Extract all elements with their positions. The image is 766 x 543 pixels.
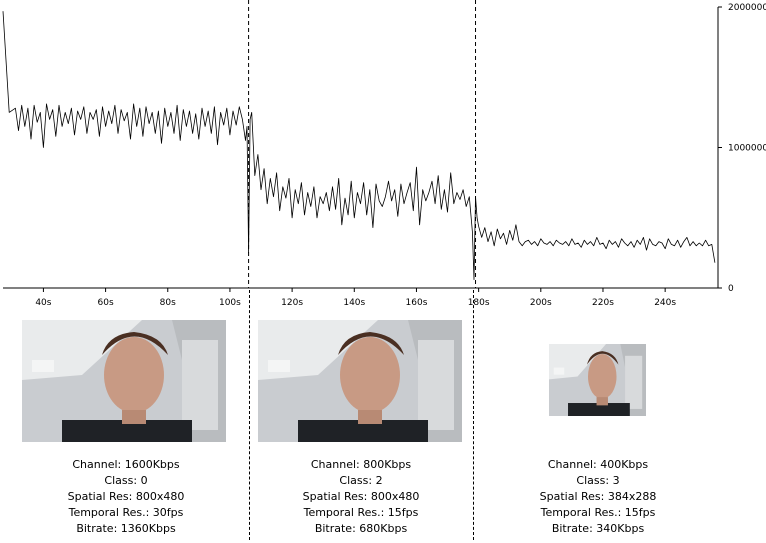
separator-line-1 [249, 290, 250, 540]
video-frame-image [22, 320, 226, 442]
x-tick-label: 160s [406, 298, 428, 308]
x-tick-label: 40s [35, 298, 51, 308]
class-label: Class: 2 [339, 474, 383, 487]
y-tick-label: 0 [728, 284, 734, 294]
spatial-res-label: Spatial Res: 384x288 [539, 490, 657, 503]
x-tick-label: 200s [530, 298, 552, 308]
phase-markers [248, 0, 477, 288]
y-tick-label: 1000000 [728, 144, 766, 154]
x-tick-label: 180s [468, 298, 490, 308]
video-frame-image [258, 320, 462, 442]
panel-caption: Channel: 800Kbps Class: 2 Spatial Res: 8… [246, 457, 476, 537]
temporal-res-label: Temporal Res.: 15fps [303, 506, 419, 519]
panel-caption: Channel: 400Kbps Class: 3 Spatial Res: 3… [483, 457, 713, 537]
spatial-res-label: Spatial Res: 800x480 [302, 490, 420, 503]
x-tick-label: 60s [98, 298, 114, 308]
class-label: Class: 3 [576, 474, 620, 487]
x-tick-label: 140s [343, 298, 365, 308]
bitrate-series [2, 11, 716, 281]
temporal-res-label: Temporal Res.: 15fps [540, 506, 656, 519]
panel-class-2: Channel: 800Kbps Class: 2 Spatial Res: 8… [246, 318, 476, 543]
video-frame-image [549, 344, 646, 416]
bitrate-label: Bitrate: 340Kbps [551, 522, 645, 535]
x-tick-label: 240s [654, 298, 676, 308]
bitrate-chart: 40s 60s 80s 100s 120s 140s 160s 180s 200s 220s 240… [2, 0, 766, 308]
x-tick-label: 120s [281, 298, 303, 308]
y-tick-label: 2000000 [728, 3, 766, 13]
bitrate-line [2, 11, 716, 281]
temporal-res-label: Temporal Res.: 30fps [68, 506, 184, 519]
x-tick-label: 80s [160, 298, 176, 308]
bitrate-label: Bitrate: 1360Kbps [76, 522, 176, 535]
panel-class-0: Channel: 1600Kbps Class: 0 Spatial Res: … [11, 318, 241, 543]
channel-label: Channel: 800Kbps [310, 458, 412, 471]
x-tick-label: 100s [219, 298, 241, 308]
x-tick-label: 220s [592, 298, 614, 308]
panel-class-3: Channel: 400Kbps Class: 3 Spatial Res: 3… [483, 318, 713, 543]
spatial-res-label: Spatial Res: 800x480 [67, 490, 185, 503]
separator-line-2 [473, 290, 474, 540]
chart-axes: 40s 60s 80s 100s 120s 140s 160s 180s 200s 220s 240… [3, 3, 766, 308]
channel-label: Channel: 400Kbps [547, 458, 649, 471]
bitrate-label: Bitrate: 680Kbps [314, 522, 408, 535]
panel-caption: Channel: 1600Kbps Class: 0 Spatial Res: … [11, 457, 241, 537]
channel-label: Channel: 1600Kbps [72, 458, 180, 471]
class-label: Class: 0 [104, 474, 148, 487]
